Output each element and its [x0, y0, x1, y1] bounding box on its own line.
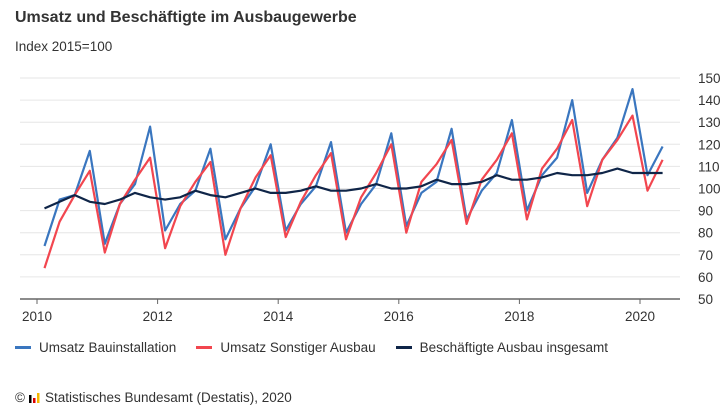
y-tick-label: 60: [698, 270, 713, 285]
y-tick-label: 110: [698, 159, 720, 174]
footer: © Statistisches Bundesamt (Destatis), 20…: [15, 390, 292, 405]
chart-subtitle: Index 2015=100: [15, 39, 113, 54]
x-tick-label: 2012: [143, 309, 173, 324]
y-tick-label: 70: [698, 248, 713, 263]
source-text: Statistisches Bundesamt (Destatis), 2020: [44, 390, 292, 405]
y-tick-label: 130: [698, 115, 721, 130]
legend: Umsatz Bauinstallation Umsatz Sonstiger …: [15, 340, 608, 355]
y-tick-label: 150: [698, 71, 721, 86]
y-tick-label: 90: [698, 204, 713, 219]
x-tick-label: 2016: [384, 309, 414, 324]
x-tick-label: 2014: [263, 309, 294, 324]
legend-swatch: [15, 346, 31, 349]
y-tick-label: 140: [698, 93, 721, 108]
x-tick-label: 2018: [504, 309, 534, 324]
series-line-2: [44, 167, 663, 210]
y-tick-label: 100: [698, 182, 721, 197]
series-line-1: [43, 114, 664, 269]
x-tick-label: 2010: [22, 309, 52, 324]
y-tick-label: 50: [698, 292, 713, 307]
legend-label: Umsatz Bauinstallation: [39, 340, 177, 355]
y-tick-label: 80: [698, 226, 713, 241]
legend-swatch: [196, 346, 213, 349]
legend-swatch: [395, 346, 412, 349]
legend-item-beschaeftigte[interactable]: Beschäftigte Ausbau insgesamt: [395, 340, 609, 355]
legend-item-bauinstallation[interactable]: Umsatz Bauinstallation: [15, 340, 176, 355]
series-line-0: [43, 87, 664, 247]
destatis-logo-icon: [28, 393, 40, 403]
legend-label: Umsatz Sonstiger Ausbau: [220, 340, 376, 355]
legend-label: Beschäftigte Ausbau insgesamt: [419, 340, 609, 355]
y-tick-label: 120: [698, 137, 721, 152]
copyright-icon: ©: [15, 390, 25, 405]
x-tick-label: 2020: [625, 309, 655, 324]
legend-item-sonstiger-ausbau[interactable]: Umsatz Sonstiger Ausbau: [196, 340, 376, 355]
chart-title: Umsatz und Beschäftigte im Ausbaugewerbe: [15, 9, 357, 26]
